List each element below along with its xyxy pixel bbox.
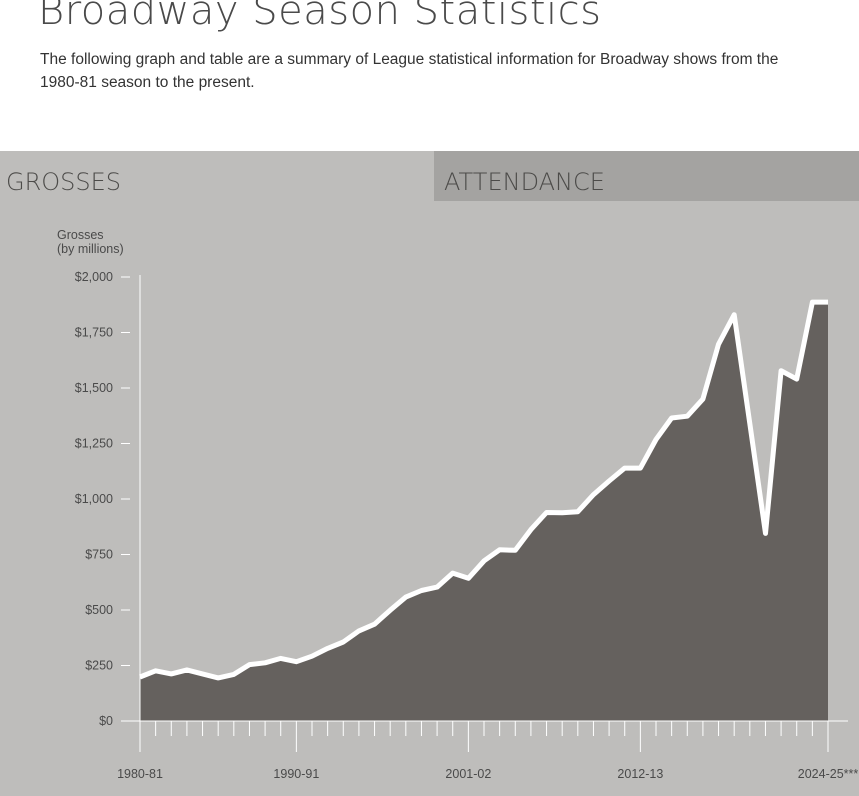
y-tick-label: $500	[85, 603, 113, 617]
grosses-area	[140, 302, 828, 721]
y-tick-label: $1,750	[75, 326, 113, 340]
x-tick-label: 1990-91	[273, 767, 319, 781]
y-axis-title-line1: Grosses	[57, 228, 104, 242]
y-tick-label: $1,500	[75, 381, 113, 395]
y-tick-label: $0	[99, 714, 113, 728]
y-tick-label: $1,000	[75, 492, 113, 506]
x-axis: 1980-81 1990-91 2001-02 2012-13 2024-25***	[117, 721, 858, 781]
page-title: Broadway Season Statistics	[38, 0, 602, 34]
y-tick-label: $2,000	[75, 270, 113, 284]
y-tick-label: $1,250	[75, 437, 113, 451]
y-axis: $0 $250 $500 $750 $1,000 $1,250 $1,500 $1,750 $2…	[75, 270, 130, 728]
x-tick-label: 2024-25***	[798, 767, 859, 781]
tab-attendance[interactable]: ATTENDANCE	[434, 151, 859, 201]
y-tick-label: $250	[85, 659, 113, 673]
x-tick-label: 2012-13	[617, 767, 663, 781]
grosses-chart: Grosses (by millions) $0 $250 $500 $750 $1,0…	[57, 228, 858, 781]
tab-grosses[interactable]: GROSSES	[6, 168, 122, 196]
y-tick-label: $750	[85, 548, 113, 562]
intro-text: The following graph and table are a summ…	[40, 51, 779, 91]
y-axis-title-line2: (by millions)	[57, 242, 124, 256]
x-tick-label: 1980-81	[117, 767, 163, 781]
x-tick-label: 2001-02	[445, 767, 491, 781]
stats-panel: GROSSES ATTENDANCE Grosses (by millions)…	[0, 151, 859, 796]
grosses-line	[139, 299, 828, 681]
